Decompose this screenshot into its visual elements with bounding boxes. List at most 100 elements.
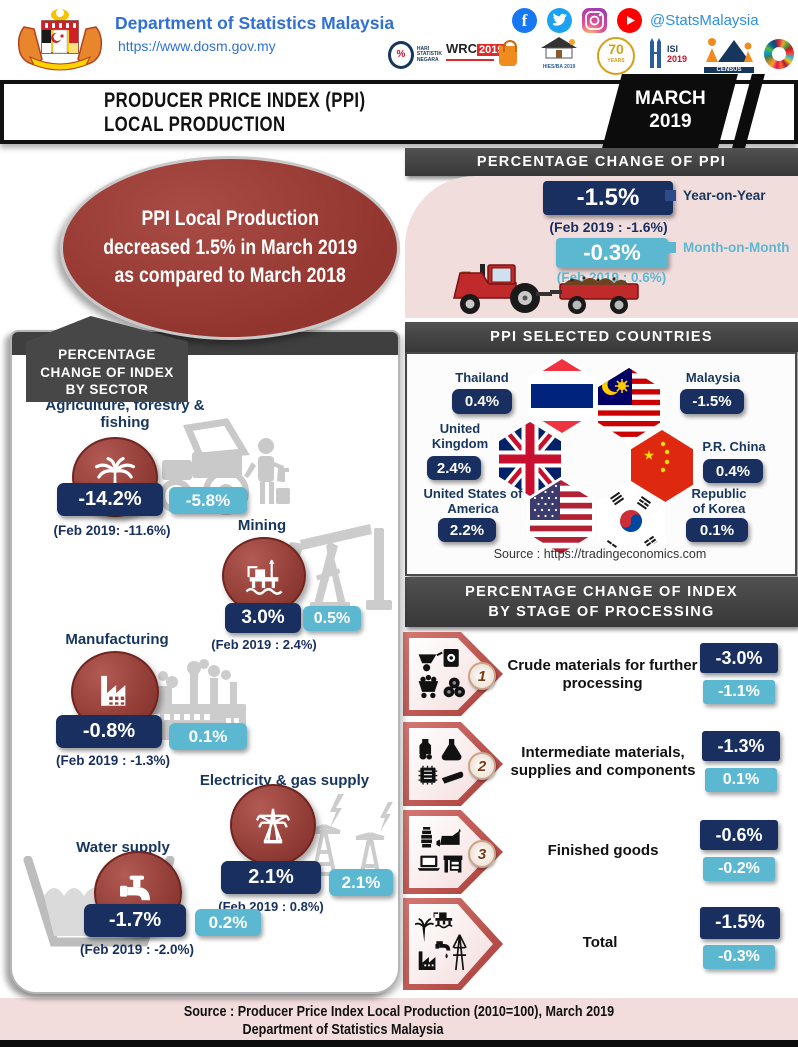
mining-prev-value: (Feb 2019 : 2.4%) (211, 637, 317, 652)
country-usa-label: United States of America (423, 486, 523, 516)
country-korea-label: Republic of Korea (691, 486, 747, 516)
page-title-line2: LOCAL PRODUCTION (104, 113, 286, 137)
youtube-icon[interactable] (617, 8, 642, 33)
70-years-logo: 70 YEARS (597, 37, 635, 75)
agency-url[interactable]: https://www.dosm.gov.my (118, 38, 276, 54)
stage4-mom: -0.3% (703, 945, 775, 969)
stage4-label: Total (582, 934, 618, 951)
period-badge: MARCH 2019 (602, 74, 738, 148)
period-month: MARCH (634, 88, 706, 110)
page-header: Department of Statistics Malaysia https:… (0, 0, 798, 78)
agriculture-yoy-value: -14.2% (57, 483, 163, 516)
shopping-bag-icon (497, 40, 521, 68)
crude-materials-icon (418, 649, 465, 699)
sector-manufacturing-label: Manufacturing (65, 631, 169, 648)
stage2-number: 2 (468, 752, 496, 780)
mining-mom-value: 0.5% (303, 606, 361, 631)
oil-platform-icon (245, 559, 283, 595)
twitter-icon[interactable] (547, 8, 572, 33)
country-china-label: P.R. China (702, 439, 766, 454)
isi-2019-logo: ISI 2019 (648, 36, 696, 72)
countries-source[interactable]: Source : https://tradingeconomics.com (493, 547, 707, 561)
page-footer: Source : Producer Price Index Local Prod… (0, 998, 798, 1040)
country-thailand-label: Thailand (455, 370, 509, 385)
electricity-mom-value: 2.1% (329, 869, 393, 896)
malaysia-coat-of-arms (17, 9, 103, 71)
percent-circle-icon: % (388, 41, 414, 69)
ppi-mom-value: -0.3% (556, 238, 668, 268)
footer-source-line1: Source : Producer Price Index Local Prod… (183, 1003, 615, 1020)
intermediate-materials-icon (418, 739, 464, 785)
electricity-yoy-value: 2.1% (221, 861, 321, 894)
water-yoy-value: -1.7% (84, 904, 186, 937)
country-korea-value: 0.1% (686, 518, 748, 542)
manufacturing-prev-value: (Feb 2019 : -1.3%) (55, 753, 171, 768)
mom-legend-swatch (665, 242, 676, 253)
sector-mining-label: Mining (237, 517, 287, 534)
country-thailand-value: 0.4% (452, 389, 512, 414)
footer-source-line2: Department of Statistics Malaysia (242, 1021, 444, 1038)
tractor-icon (453, 264, 639, 314)
country-malaysia-label: Malaysia (685, 370, 741, 385)
instagram-icon[interactable] (582, 8, 607, 33)
countries-header: PPI SELECTED COUNTRIES (405, 322, 798, 352)
highlight-text: PPI Local Production decreased 1.5% in M… (103, 207, 357, 288)
sector-electricity-label: Electricity & gas supply (199, 772, 370, 789)
pumpjack-silhouette-icon (287, 524, 392, 610)
factory-icon (101, 675, 126, 706)
ppi-yoy-prev: (Feb 2019 : -1.6%) (549, 219, 668, 235)
water-prev-value: (Feb 2019 : -2.0%) (79, 942, 195, 957)
agency-name: Department of Statistics Malaysia (115, 13, 395, 33)
electricity-sector-icon (230, 784, 316, 866)
mom-legend: Month-on-Month (665, 240, 789, 255)
stage1-mom: -1.1% (703, 680, 775, 704)
stage4-arrow (403, 898, 503, 990)
mining-sector-icon (222, 537, 306, 614)
country-china-value: 0.4% (703, 459, 763, 483)
manufacturing-mom-value: 0.1% (169, 723, 247, 750)
page-title-line1: PRODUCER PRICE INDEX (PPI) (104, 89, 366, 112)
social-handle[interactable]: @StatsMalaysia (650, 12, 759, 29)
ppi-change-header: PERCENTAGE CHANGE OF PPI (405, 148, 798, 176)
sdg-wheel-icon (764, 39, 794, 69)
yoy-legend-label: Year-on-Year (683, 188, 766, 203)
stage1-arrow (403, 632, 503, 716)
country-uk-value: 2.4% (427, 456, 481, 480)
mom-legend-label: Month-on-Month (683, 240, 790, 255)
stage1-number: 1 (468, 662, 496, 690)
stage4-yoy: -1.5% (700, 907, 780, 939)
country-uk-label: United Kingdom (431, 421, 489, 451)
hiesba-2019-logo: HIES/BA 2019 (529, 36, 589, 72)
finished-goods-icon (417, 827, 463, 873)
hari-statistik-logo: % HARI STATISTIK NEGARA (388, 38, 444, 72)
agriculture-mom-value: -5.8% (169, 487, 247, 514)
highlight-bubble: PPI Local Production decreased 1.5% in M… (60, 156, 400, 340)
water-mom-value: 0.2% (195, 909, 261, 936)
page-title: PRODUCER PRICE INDEX (PPI) LOCAL PRODUCT… (104, 89, 366, 137)
wrc-2019-logo: WRC 2019 (446, 40, 506, 70)
manufacturing-yoy-value: -0.8% (56, 715, 162, 748)
country-usa-value: 2.2% (438, 518, 496, 542)
stage2-yoy: -1.3% (702, 731, 780, 761)
transmission-tower-icon (255, 808, 291, 844)
stage3-label: Finished goods (547, 842, 659, 859)
census-2020-logo: CENSUS (704, 36, 758, 73)
stage1-label: Crude materials for further processing (507, 657, 698, 692)
total-sectors-icon (415, 912, 467, 971)
footer-source-label: Source : (183, 1003, 235, 1020)
stage2-label: Intermediate materials, supplies and com… (510, 744, 696, 779)
yoy-legend: Year-on-Year (665, 188, 766, 203)
mining-yoy-value: 3.0% (225, 603, 301, 633)
stage1-yoy: -3.0% (700, 643, 778, 673)
facebook-icon[interactable]: f (512, 8, 537, 33)
footer-bottom-band (0, 1040, 798, 1047)
stage3-yoy: -0.6% (700, 820, 778, 850)
stage3-mom: -0.2% (703, 857, 775, 881)
period-year: 2019 (648, 111, 692, 132)
processing-header: PERCENTAGE CHANGE OF INDEX BY STAGE OF P… (405, 577, 798, 627)
stage2-mom: 0.1% (705, 768, 777, 792)
stage3-number: 3 (468, 840, 496, 868)
ppi-yoy-value: -1.5% (543, 181, 673, 215)
yoy-legend-swatch (665, 190, 676, 201)
